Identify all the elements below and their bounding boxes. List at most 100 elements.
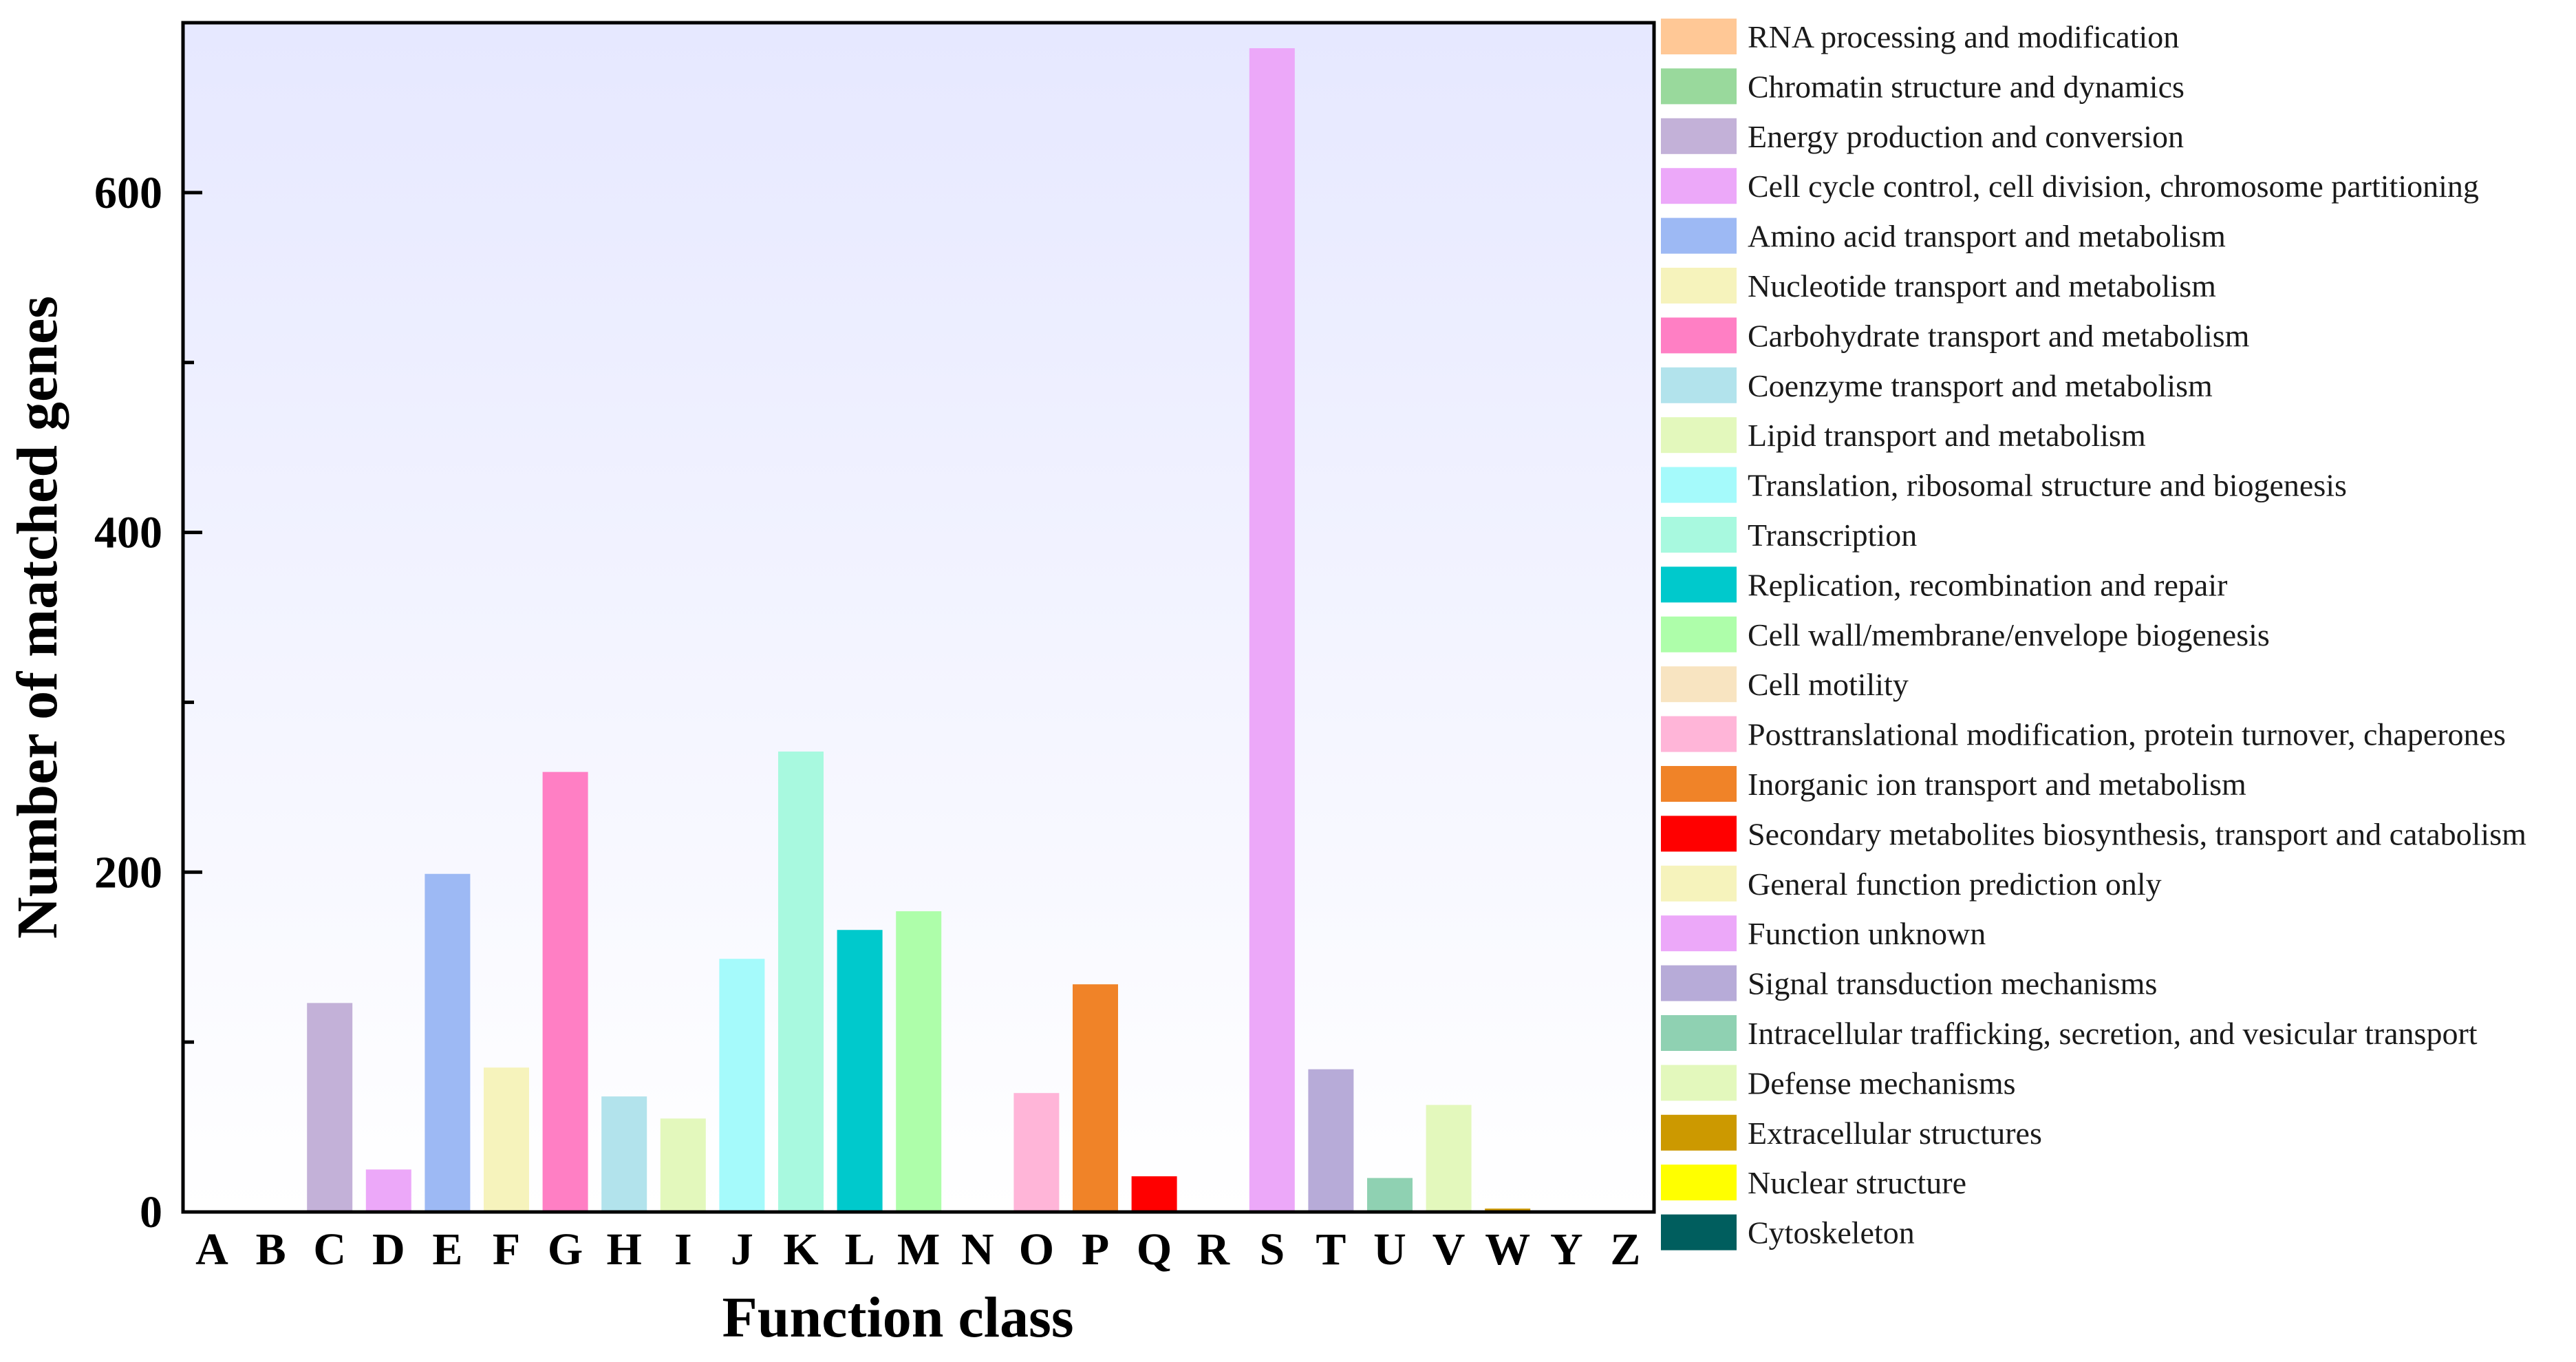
- bar-K: [778, 752, 824, 1212]
- legend-swatch: [1661, 367, 1737, 403]
- x-tick-label: F: [493, 1224, 520, 1275]
- legend-swatch: [1661, 865, 1737, 902]
- x-tick-label: V: [1432, 1224, 1466, 1275]
- x-tick-label: O: [1019, 1224, 1054, 1275]
- legend-swatch: [1661, 317, 1737, 354]
- legend-label: Carbohydrate transport and metabolism: [1748, 318, 2250, 353]
- bar-I: [660, 1118, 706, 1212]
- legend-swatch: [1661, 417, 1737, 454]
- legend-label: Nuclear structure: [1748, 1165, 1966, 1200]
- legend-label: Function unknown: [1748, 916, 1986, 951]
- x-tick-label: A: [195, 1224, 228, 1275]
- x-tick-label: B: [256, 1224, 286, 1275]
- legend-label: Intracellular trafficking, secretion, an…: [1748, 1016, 2478, 1051]
- x-tick-label: J: [731, 1224, 753, 1275]
- bar-H: [601, 1096, 647, 1212]
- x-tick-label: Y: [1550, 1224, 1583, 1275]
- legend-swatch: [1661, 268, 1737, 304]
- legend-swatch: [1661, 217, 1737, 254]
- x-tick-label: L: [845, 1224, 875, 1275]
- y-tick-label: 400: [94, 508, 162, 558]
- bar-E: [425, 873, 471, 1212]
- legend-label: Replication, recombination and repair: [1748, 567, 2227, 602]
- x-tick-label: P: [1082, 1224, 1109, 1275]
- legend-swatch: [1661, 1114, 1737, 1151]
- y-tick-label: 0: [140, 1187, 162, 1237]
- x-tick-label: Z: [1610, 1224, 1640, 1275]
- bar-O: [1013, 1093, 1060, 1212]
- bars-group: [307, 48, 1531, 1213]
- legend-label: Secondary metabolites biosynthesis, tran…: [1748, 816, 2526, 851]
- legend-swatch: [1661, 616, 1737, 652]
- bar-V: [1426, 1105, 1472, 1212]
- legend-swatch: [1661, 1015, 1737, 1051]
- plot-frame: [181, 21, 1656, 1214]
- legend-swatch: [1661, 965, 1737, 1001]
- legend-label: Cytoskeleton: [1748, 1215, 1915, 1251]
- bar-G: [542, 772, 588, 1212]
- y-tick-label: 200: [94, 847, 162, 897]
- x-tick-label: M: [897, 1224, 940, 1275]
- legend: RNA processing and modification Chromatin…: [1661, 19, 2526, 1251]
- x-tick-label: G: [548, 1224, 583, 1275]
- legend-label: Defense mechanisms: [1748, 1065, 2016, 1100]
- bar-J: [719, 959, 765, 1212]
- legend-swatch: [1661, 467, 1737, 503]
- bar-T: [1308, 1069, 1354, 1212]
- bar-Q: [1131, 1176, 1177, 1212]
- x-tick-label: E: [432, 1224, 462, 1275]
- legend-label: Nucleotide transport and metabolism: [1748, 268, 2216, 304]
- bar-M: [896, 911, 942, 1212]
- x-tick-label: D: [372, 1224, 405, 1275]
- x-tick-label: K: [783, 1224, 818, 1275]
- bar-L: [837, 930, 883, 1212]
- legend-swatch: [1661, 666, 1737, 703]
- legend-label: Cell cycle control, cell division, chrom…: [1748, 169, 2479, 204]
- x-tick-label: W: [1485, 1224, 1530, 1275]
- x-tick-label: C: [313, 1224, 346, 1275]
- legend-label: RNA processing and modification: [1748, 19, 2179, 54]
- bar-D: [365, 1169, 411, 1212]
- bar-U: [1367, 1178, 1413, 1212]
- legend-swatch: [1661, 1164, 1737, 1201]
- x-tick-label: R: [1196, 1224, 1230, 1275]
- y-axis: 0 200 400 600: [94, 21, 202, 1237]
- bar-S: [1249, 48, 1295, 1213]
- legend-label: Chromatin structure and dynamics: [1748, 69, 2185, 104]
- x-tick-label: N: [961, 1224, 994, 1275]
- legend-swatch: [1661, 766, 1737, 802]
- legend-swatch: [1661, 816, 1737, 852]
- legend-label: Energy production and conversion: [1748, 119, 2184, 154]
- legend-swatch: [1661, 517, 1737, 553]
- legend-swatch: [1661, 118, 1737, 154]
- legend-label: General function prediction only: [1748, 866, 2162, 902]
- legend-label: Cell motility: [1748, 667, 1909, 702]
- x-tick-label: I: [674, 1224, 692, 1275]
- x-tick-label: S: [1259, 1224, 1285, 1275]
- legend-label: Posttranslational modification, protein …: [1748, 717, 2506, 752]
- x-tick-label: U: [1373, 1224, 1406, 1275]
- bar-C: [307, 1003, 353, 1212]
- legend-label: Inorganic ion transport and metabolism: [1748, 767, 2246, 802]
- legend-swatch: [1661, 168, 1737, 204]
- legend-label: Signal transduction mechanisms: [1748, 966, 2157, 1001]
- legend-swatch: [1661, 19, 1737, 54]
- x-tick-label: H: [607, 1224, 642, 1275]
- x-tick-label: Q: [1137, 1224, 1172, 1275]
- legend-label: Coenzyme transport and metabolism: [1748, 368, 2213, 403]
- y-axis-title: Number of matched genes: [6, 296, 69, 939]
- bar-P: [1073, 984, 1118, 1212]
- x-tick-label: T: [1316, 1224, 1346, 1275]
- legend-label: Cell wall/membrane/envelope biogenesis: [1748, 617, 2270, 652]
- y-tick-label: 600: [94, 168, 162, 218]
- legend-label: Amino acid transport and metabolism: [1748, 219, 2226, 254]
- bar-F: [484, 1067, 529, 1212]
- legend-label: Transcription: [1748, 518, 1917, 553]
- legend-label: Extracellular structures: [1748, 1116, 2042, 1151]
- legend-swatch: [1661, 1214, 1737, 1251]
- x-axis-title: Function class: [722, 1286, 1073, 1350]
- legend-label: Translation, ribosomal structure and bio…: [1748, 468, 2347, 503]
- legend-swatch: [1661, 716, 1737, 752]
